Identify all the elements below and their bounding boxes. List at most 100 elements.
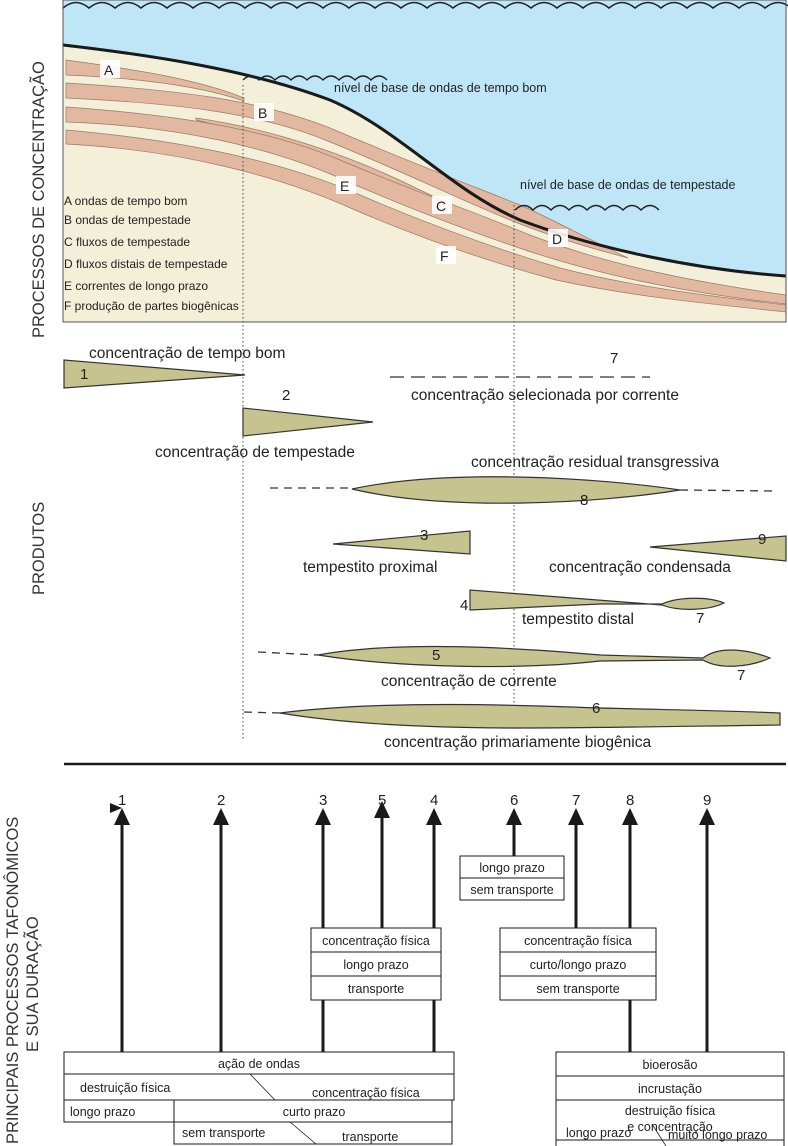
lens-6-tail <box>243 711 281 714</box>
box-bio-destruction-1: destruição física <box>625 1104 715 1118</box>
arrow-number-9: 9 <box>703 792 711 809</box>
depositional-profile: nível de base de ondas de tempo bom níve… <box>62 0 788 323</box>
lens-5-tail <box>257 651 319 656</box>
product-label-6: concentração primariamente biogênica <box>384 734 651 751</box>
lens-1 <box>63 359 246 389</box>
arrow-number-7: 7 <box>572 792 580 809</box>
lens-2 <box>242 407 374 437</box>
box-long-no-transport <box>459 855 565 901</box>
bed-letter-c: C <box>436 198 446 214</box>
arrow-3-head <box>315 808 331 825</box>
box-bio-bioerosion: bioerosão <box>643 1058 698 1072</box>
box-no-transport-row <box>459 877 565 901</box>
box-physical-no-transport <box>499 927 657 1001</box>
arrow-9-head <box>699 808 715 825</box>
box-waves-concentration: concentração física <box>312 1086 420 1100</box>
box-long-text: longo prazo <box>479 861 544 875</box>
arrow-4-head <box>426 808 442 825</box>
product-label-5: concentração de corrente <box>381 673 557 690</box>
arrow-number-5: 5 <box>378 792 386 809</box>
tag-b-bg <box>254 103 274 121</box>
box-bio-diagonal <box>651 1123 667 1146</box>
taphonomic-section-label-1: PRINCIPAIS PROCESSOS TAFONÔMICOS <box>3 817 22 1144</box>
box-bio-row-3 <box>555 1099 785 1141</box>
box-no-transport-text: sem transporte <box>470 883 553 897</box>
box-waves-row-2 <box>63 1073 455 1101</box>
tag-d-bg <box>548 229 568 247</box>
box-waves-diagonal-2 <box>289 1121 317 1145</box>
box-pn-text-1: concentração física <box>524 934 632 948</box>
product-label-8: concentração residual transgressiva <box>471 454 720 471</box>
profile-frame <box>62 0 787 323</box>
fair-weather-level-label: nível de base de ondas de tempo bom <box>334 81 547 95</box>
box-bio-very-long: muito longo prazo <box>668 1128 767 1142</box>
lens-6 <box>279 703 781 729</box>
product-number-7: 7 <box>610 350 618 367</box>
taphonomic-section-label-2: E SUA DURAÇÃO <box>22 916 42 1052</box>
box-bio <box>555 1051 785 1141</box>
arrow-5-head <box>374 801 390 818</box>
box-pn-row-2 <box>499 951 657 977</box>
arrow-number-1: 1 <box>118 792 126 809</box>
box-waves-diagonal-1 <box>249 1073 276 1101</box>
arrow-6-head <box>506 808 522 825</box>
lens-4 <box>469 589 726 611</box>
sea-surface-waves <box>62 1 788 9</box>
tag-a-bg <box>100 60 120 78</box>
box-waves-title: ação de ondas <box>218 1057 300 1071</box>
box-waves-long: longo prazo <box>70 1105 135 1119</box>
tag-c-bg <box>432 196 452 214</box>
product-number-8: 8 <box>580 492 588 509</box>
box-waves-transport-row <box>173 1121 453 1145</box>
product-label-2: concentração de tempestade <box>155 444 355 461</box>
legend-item-d: D fluxos distais de tempestade <box>64 257 228 271</box>
bed-letter-b: B <box>258 105 267 121</box>
legend-item-b: B ondas de tempestade <box>64 213 191 227</box>
bed-letter-tags: A B C D E F <box>100 60 568 264</box>
box-waves-no-transport: sem transporte <box>182 1126 265 1140</box>
product-number-6: 6 <box>592 700 600 717</box>
arrow-2-head <box>213 808 229 825</box>
lens-3 <box>332 530 471 555</box>
storm-wave-base <box>514 204 660 211</box>
product-label-7: concentração selecionada por corrente <box>411 387 679 404</box>
product-number-9: 9 <box>758 531 766 548</box>
process-legend: A ondas de tempo bom B ondas de tempesta… <box>64 194 239 313</box>
products-panel: 1 concentração de tempo bom 2 concentraç… <box>63 345 787 751</box>
box-pt-row-1 <box>310 927 442 953</box>
products-section-label: PRODUTOS <box>30 502 48 595</box>
bed-letter-d: D <box>552 231 562 247</box>
box-waves-destruction: destruição física <box>80 1081 170 1095</box>
box-wave-action <box>63 1051 455 1145</box>
tag-e-bg <box>336 176 356 194</box>
arrow-7-head <box>568 808 584 825</box>
tag-f-bg <box>436 246 456 264</box>
legend-item-f: F produção de partes biogênicas <box>64 299 239 313</box>
processes-section-label: PROCESSOS DE CONCENTRAÇÃO <box>28 61 48 338</box>
lens-8 <box>351 476 681 504</box>
arrow-number-4: 4 <box>430 792 438 809</box>
bed-letter-e: E <box>340 178 349 194</box>
box-pn-row-3 <box>499 975 657 1001</box>
seafloor-line <box>62 43 787 278</box>
product-label-3: tempestito proximal <box>303 559 437 576</box>
box-bio-destruction-2: e concentração <box>627 1120 713 1134</box>
lens-8-right-tail <box>679 489 776 492</box>
product-number-4-7: 7 <box>696 610 704 627</box>
product-label-9: concentração condensada <box>549 559 731 576</box>
bed-letter-a: A <box>104 62 114 78</box>
lens-9 <box>649 535 787 562</box>
box-waves-transport: transporte <box>342 1130 398 1144</box>
bed-letter-f: F <box>440 248 449 264</box>
box-waves-short: curto prazo <box>283 1105 346 1119</box>
arrow-number-8: 8 <box>626 792 634 809</box>
product-label-1: concentração de tempo bom <box>89 345 285 362</box>
arrow-1-head <box>114 808 130 825</box>
box-pt-row-2 <box>310 951 442 977</box>
storm-level-label: nível de base de ondas de tempestade <box>520 178 735 192</box>
taphonomic-panel: 1 2 3 5 4 6 7 8 9 longo prazo sem transp… <box>63 792 785 1146</box>
product-number-3: 3 <box>420 527 428 544</box>
product-number-4: 4 <box>460 597 468 614</box>
legend-item-a: A ondas de tempo bom <box>64 194 187 208</box>
